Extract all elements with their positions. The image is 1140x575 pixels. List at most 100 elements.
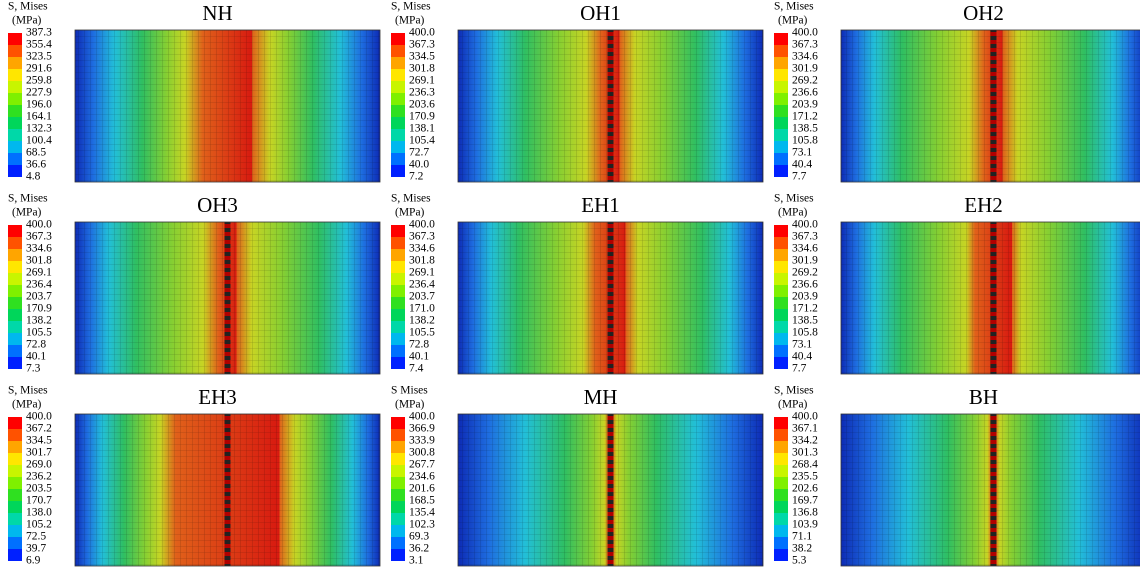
legend-value: 334.6 [792, 243, 818, 255]
legend-title: S, Mises [8, 193, 48, 205]
panel: S, Mises (MPa)400.0367.3334.5301.8269.123… [391, 1, 764, 183]
legend-swatch [774, 465, 788, 477]
legend-swatch [391, 285, 405, 297]
legend-swatch [774, 429, 788, 441]
legend-value: 202.6 [792, 483, 818, 495]
legend-value: 334.6 [409, 243, 435, 255]
legend-value: 236.4 [409, 279, 435, 291]
legend-unit: (MPa) [395, 399, 425, 411]
legend-value: 73.1 [792, 339, 812, 351]
legend-value: 259.8 [26, 75, 52, 87]
legend-swatch [391, 453, 405, 465]
frame [457, 29, 764, 183]
panel: S, Mises (MPa)387.3355.4323.5291.6259.822… [8, 1, 381, 183]
legend-value: 301.8 [409, 255, 435, 267]
legend-value: 7.3 [26, 363, 41, 375]
legend-value: 71.1 [792, 531, 812, 543]
legend-value: 201.6 [409, 483, 435, 495]
legend-swatch [8, 441, 22, 453]
legend-swatch [8, 129, 22, 141]
legend-value: 203.7 [409, 291, 435, 303]
legend-value: 40.4 [792, 351, 812, 363]
panel: S, Mises (MPa)400.0367.3334.6301.9269.223… [774, 193, 1140, 375]
legend-swatch [391, 165, 405, 177]
frame [457, 221, 764, 375]
frame [74, 221, 381, 375]
legend-value: 400.0 [792, 219, 818, 231]
legend-swatch [391, 489, 405, 501]
legend-value: 4.8 [26, 171, 41, 183]
legend-swatch [8, 345, 22, 357]
legend-swatch [391, 261, 405, 273]
legend-unit: (MPa) [12, 399, 42, 411]
legend-swatch [774, 453, 788, 465]
legend-swatch [8, 285, 22, 297]
legend-title: S Mises [391, 385, 428, 397]
legend-unit: (MPa) [395, 207, 425, 219]
legend-swatch [774, 81, 788, 93]
panel-title: MH [584, 385, 618, 409]
legend-swatch [8, 165, 22, 177]
legend-value: 40.1 [26, 351, 46, 363]
legend-value: 7.4 [409, 363, 424, 375]
legend-value: 138.5 [792, 123, 818, 135]
legend-title: S, Mises [774, 193, 814, 205]
legend-value: 236.6 [792, 279, 818, 291]
legend-swatch [774, 129, 788, 141]
legend-swatch [8, 273, 22, 285]
legend-value: 39.7 [26, 543, 46, 555]
legend-swatch [391, 105, 405, 117]
legend-value: 269.1 [409, 75, 435, 87]
legend-swatch [391, 237, 405, 249]
frame [74, 29, 381, 183]
panel-title: OH1 [580, 1, 621, 25]
legend-unit: (MPa) [778, 207, 808, 219]
legend-swatch [8, 237, 22, 249]
legend-value: 171.0 [409, 303, 435, 315]
legend-value: 269.1 [409, 267, 435, 279]
legend-swatch [8, 537, 22, 549]
legend-value: 333.9 [409, 435, 435, 447]
legend-swatch [774, 273, 788, 285]
legend-swatch [8, 153, 22, 165]
legend-value: 355.4 [26, 39, 52, 51]
legend-swatch [774, 513, 788, 525]
legend-value: 269.2 [792, 75, 818, 87]
legend-value: 138.5 [792, 315, 818, 327]
legend-value: 334.6 [26, 243, 52, 255]
legend-swatch [391, 93, 405, 105]
legend-value: 268.4 [792, 459, 818, 471]
legend-swatch [774, 525, 788, 537]
legend-swatch [8, 321, 22, 333]
legend-value: 203.7 [26, 291, 52, 303]
legend-swatch [774, 261, 788, 273]
legend-value: 366.9 [409, 423, 435, 435]
legend-swatch [391, 549, 405, 561]
legend-value: 72.8 [409, 339, 429, 351]
legend-swatch [391, 441, 405, 453]
legend-value: 40.1 [409, 351, 429, 363]
legend-value: 301.9 [792, 63, 818, 75]
legend-value: 69.3 [409, 531, 429, 543]
legend-swatch [8, 429, 22, 441]
legend-value: 100.4 [26, 135, 52, 147]
panel-title: EH1 [581, 193, 620, 217]
legend-value: 203.5 [26, 483, 52, 495]
legend-value: 367.3 [792, 39, 818, 51]
legend-value: 168.5 [409, 495, 435, 507]
frame [840, 413, 1140, 567]
legend-value: 105.4 [409, 135, 435, 147]
legend-value: 367.3 [409, 39, 435, 51]
legend-swatch [774, 345, 788, 357]
legend-value: 171.2 [792, 303, 818, 315]
legend-value: 227.9 [26, 87, 52, 99]
legend-swatch [774, 165, 788, 177]
frame [457, 413, 764, 567]
legend-title: S, Mises [391, 193, 431, 205]
panel-title: NH [202, 1, 232, 25]
frame [840, 29, 1140, 183]
legend-swatch [774, 417, 788, 429]
legend-unit: (MPa) [12, 207, 42, 219]
legend-swatch [391, 33, 405, 45]
hole-line [607, 414, 614, 566]
